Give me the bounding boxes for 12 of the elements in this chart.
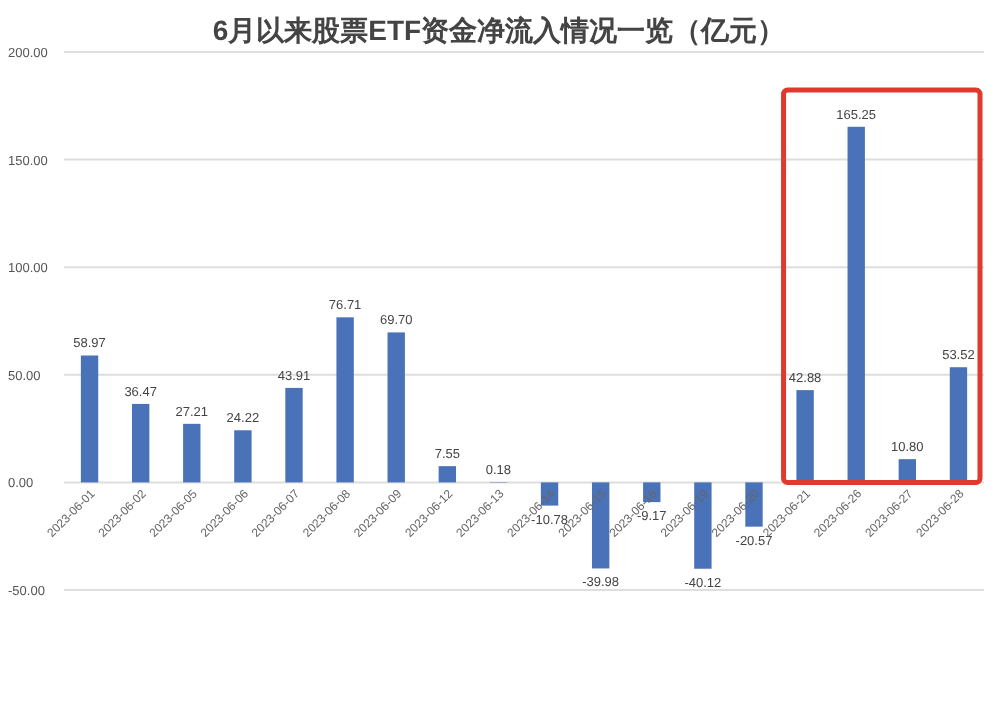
bar <box>285 387 303 483</box>
bar <box>234 430 252 483</box>
bar <box>183 423 201 483</box>
bar <box>336 317 354 483</box>
bar <box>847 126 865 483</box>
bar <box>796 390 814 483</box>
bar <box>949 367 968 483</box>
chart-title: 6月以来股票ETF资金净流入情况一览（亿元） <box>212 14 786 46</box>
bar <box>80 355 99 483</box>
bar <box>131 403 150 483</box>
bar <box>438 466 457 483</box>
bar <box>387 332 405 483</box>
